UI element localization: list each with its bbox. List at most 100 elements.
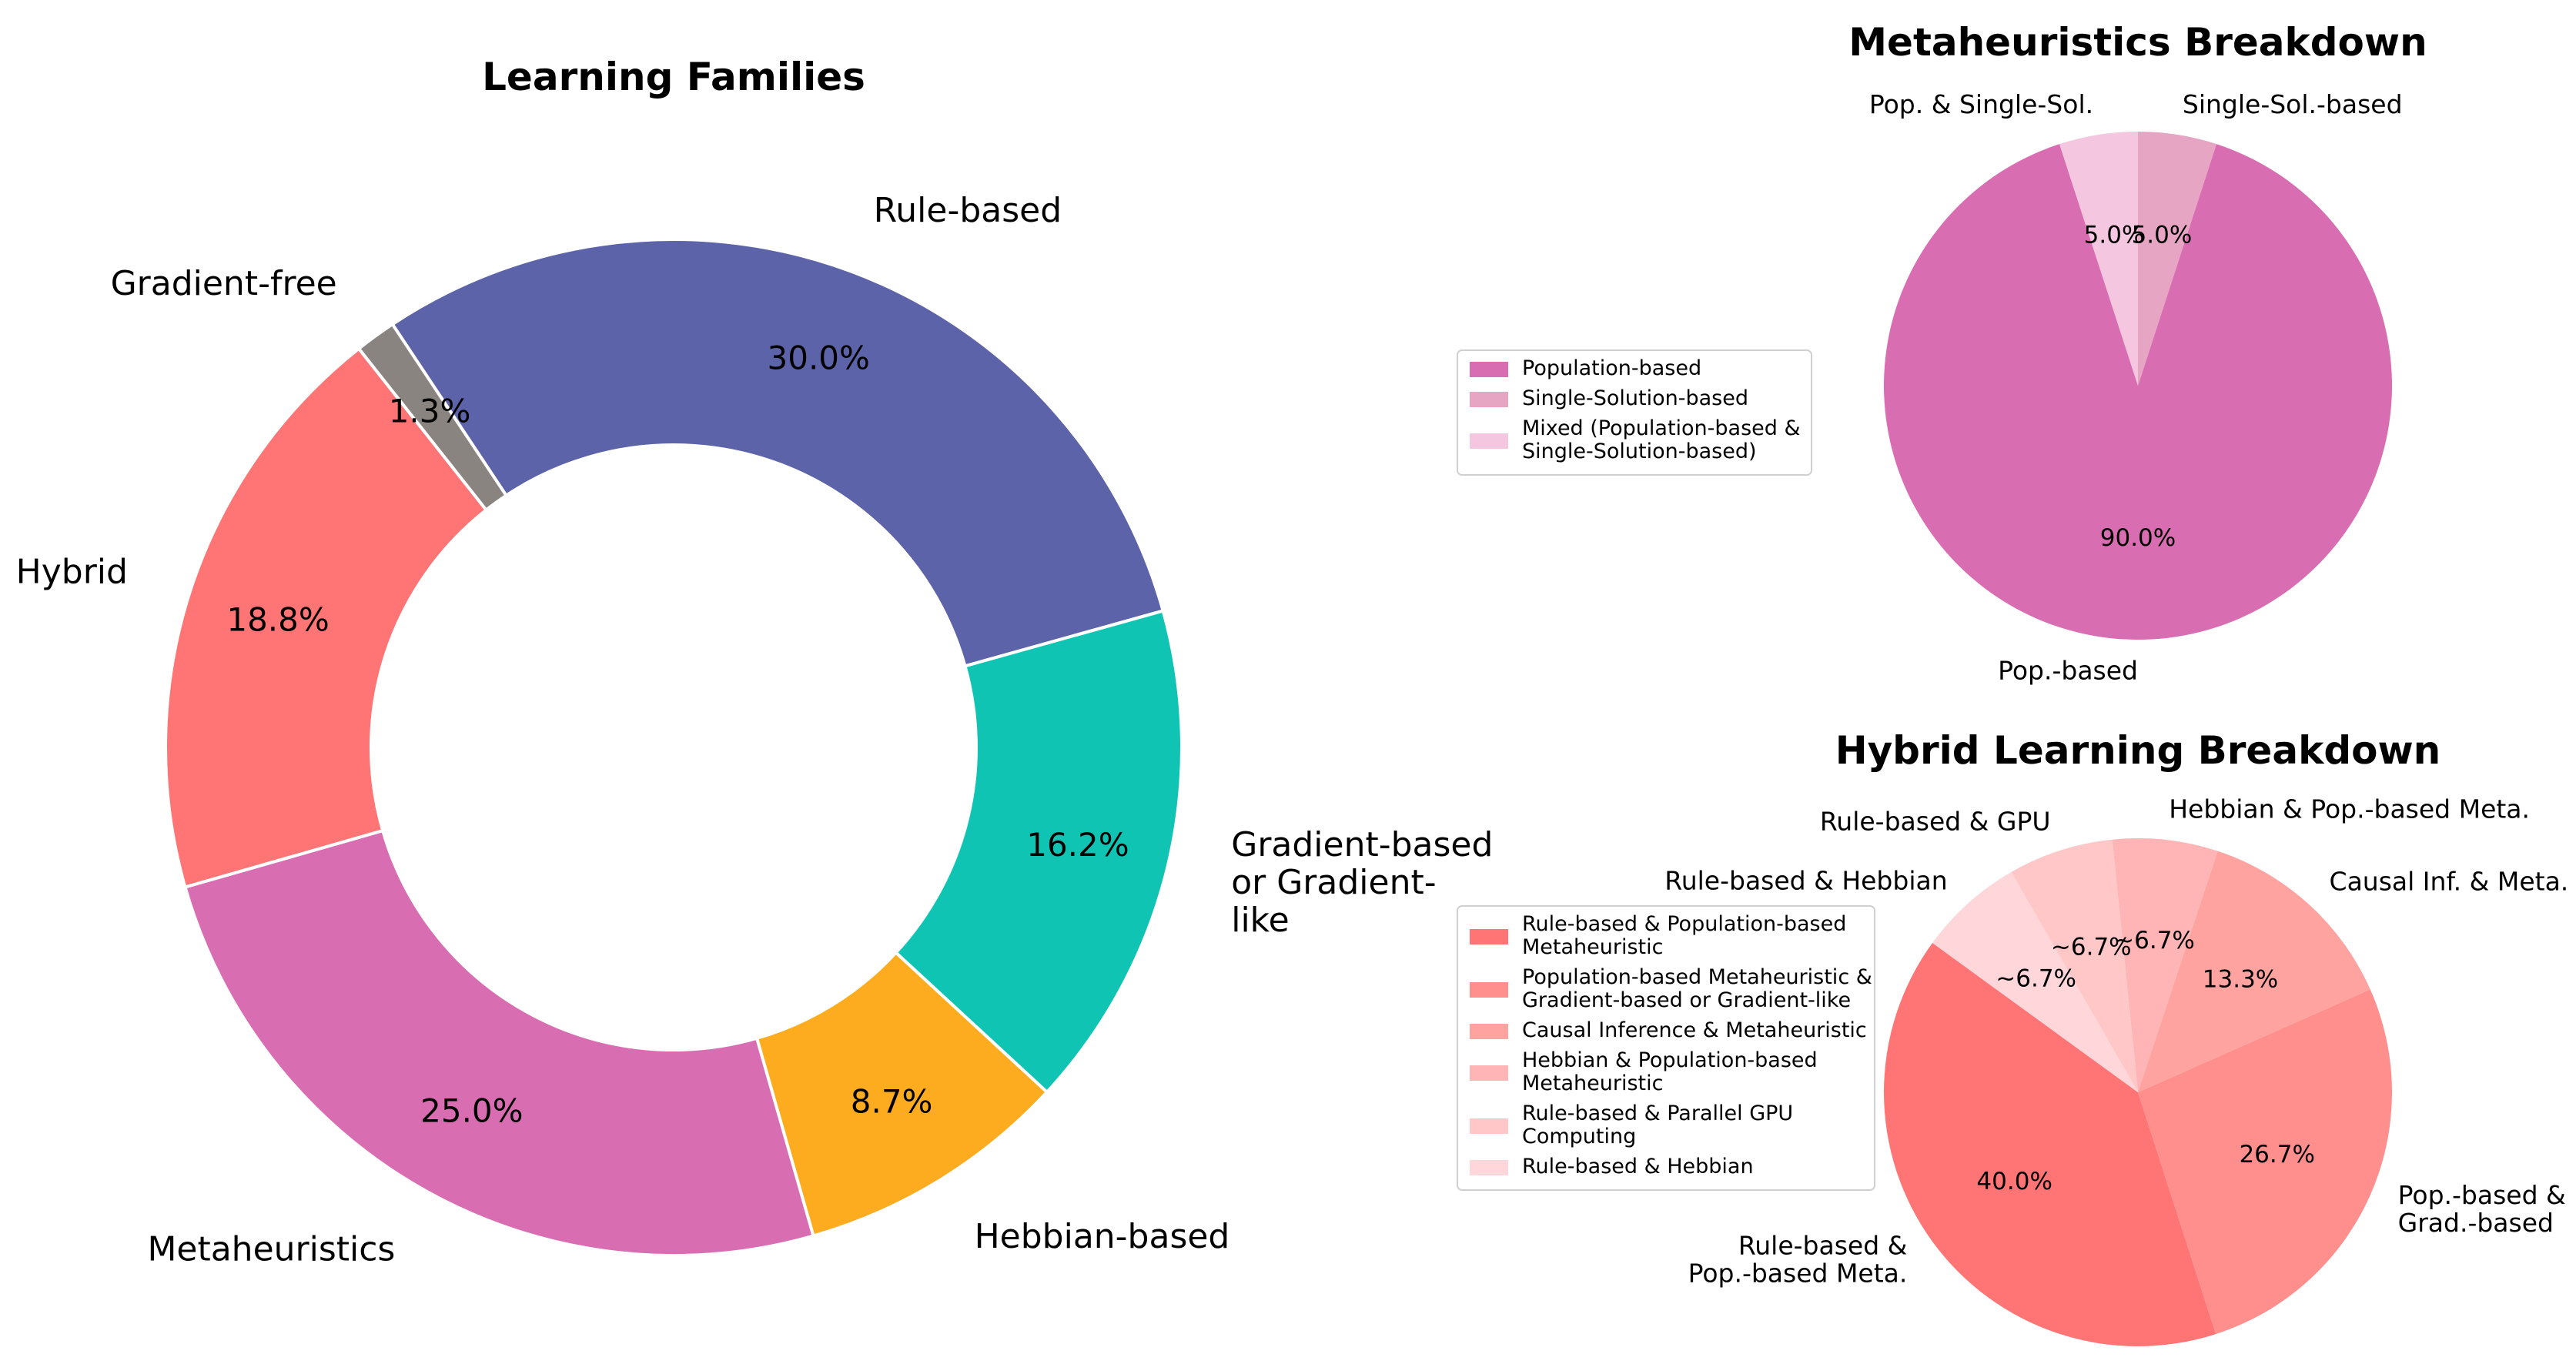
pct-label-hebbian-population-based-metaheuristic: ~6.7%: [2114, 927, 2195, 954]
outer-label-causal-inference-metaheuristic-line: Causal Inf. & Meta.: [2330, 866, 2569, 896]
legend: Rule-based & Population-based Metaheurist…: [1457, 905, 1875, 1191]
legend-entry-population-based-line: Population-based: [1522, 356, 1701, 380]
outer-label-population-based-metaheuristic-gradient-based-or-gradient-like-line: Pop.-based &: [2398, 1180, 2566, 1210]
legend-swatch-single-solution-based: [1470, 392, 1508, 407]
legend-entry-hebbian-population-based-metaheuristic-line: Hebbian & Population-based: [1522, 1048, 1818, 1072]
legend-frame: [1457, 349, 1812, 476]
outer-label-hebbian-population-based-metaheuristic-line: Hebbian & Pop.-based Meta.: [2169, 794, 2530, 824]
outer-label-rule-based-line: Rule-based: [874, 191, 1062, 230]
learning-families-chart: Learning Families 30.0% 16.2% 8.7% 25.0% 18.…: [16, 55, 1494, 1269]
slice-rule-based: [390, 238, 1166, 668]
outer-label-rule-based: Rule-based: [874, 191, 1062, 230]
pct-label-population-based: 90.0%: [2100, 524, 2176, 552]
outer-label-hebbian-population-based-metaheuristic: Hebbian & Pop.-based Meta.: [2169, 794, 2530, 824]
outer-label-rule-based-hebbian: Rule-based & Hebbian: [1664, 865, 1947, 895]
slice-rule-based-parallel-gpu-computing: [2011, 839, 2138, 1092]
slice-gradient-free: [356, 322, 509, 513]
outer-label-hebbian-based-line: Hebbian-based: [975, 1217, 1230, 1256]
pct-label-rule-based-population-based-metaheuristic: 40.0%: [1976, 1168, 2052, 1195]
legend-swatch-mixed-population-based-single-solution-based: [1470, 433, 1508, 449]
legend-entry-rule-based-population-based-metaheuristic: Rule-based & Population-based Metaheurist…: [1522, 912, 1846, 959]
legend-entry-single-solution-based-line: Single-Solution-based: [1522, 386, 1748, 410]
legend-entry-causal-inference-metaheuristic: Causal Inference & Metaheuristic: [1522, 1018, 1867, 1042]
legend-entry-population-based-metaheuristic-gradient-based-or-gradient-like: Population-based Metaheuristic & Gradient…: [1522, 965, 1872, 1012]
outer-label-rule-based-parallel-gpu-computing-line: Rule-based & GPU: [1820, 806, 2051, 836]
legend-entry-rule-based-parallel-gpu-computing-line: Rule-based & Parallel GPU: [1522, 1102, 1793, 1125]
outer-label-hybrid: Hybrid: [16, 553, 128, 592]
outer-label-population-based: Pop.-based: [1998, 656, 2138, 686]
legend-entry-rule-based-parallel-gpu-computing: Rule-based & Parallel GPU Computing: [1522, 1102, 1793, 1148]
legend-swatch-population-based-metaheuristic-gradient-based-or-gradient-like: [1470, 982, 1508, 998]
pct-label-single-solution-based: 5.0%: [2132, 221, 2193, 249]
legend-entry-rule-based-hebbian-line: Rule-based & Hebbian: [1522, 1155, 1754, 1178]
outer-label-gradient-free-line: Gradient-free: [111, 264, 337, 303]
outer-label-rule-based-hebbian-line: Rule-based & Hebbian: [1664, 865, 1947, 895]
outer-label-metaheuristics: Metaheuristics: [147, 1230, 395, 1269]
pct-label-gradient-based-or-gradient-like: 16.2%: [1026, 826, 1129, 864]
legend-swatch-population-based: [1470, 362, 1508, 377]
slice-metaheuristics: [182, 828, 815, 1257]
slice-hybrid: [164, 346, 489, 889]
legend-entry-population-based: Population-based: [1522, 356, 1701, 380]
outer-label-rule-based-parallel-gpu-computing: Rule-based & GPU: [1820, 806, 2051, 836]
legend-frame: [1457, 905, 1875, 1191]
slices: [1883, 837, 2393, 1346]
outer-labels: Rule-based Gradient-based or Gradient-like…: [16, 191, 1494, 1269]
outer-label-population-based-metaheuristic-gradient-based-or-gradient-like: Pop.-based & Grad.-based: [2398, 1180, 2566, 1238]
slice-rule-based-hebbian: [1932, 871, 2138, 1092]
outer-label-hebbian-based: Hebbian-based: [975, 1217, 1230, 1256]
legend-entry-rule-based-population-based-metaheuristic-line: Metaheuristic: [1522, 935, 1663, 959]
legend-entry-rule-based-population-based-metaheuristic-line: Rule-based & Population-based: [1522, 912, 1846, 936]
pct-label-population-based-metaheuristic-gradient-based-or-gradient-like: 26.7%: [2239, 1141, 2314, 1168]
metaheuristics-breakdown-chart: Metaheuristics Breakdown 90.0% 5.0%5.0% P…: [1457, 20, 2427, 686]
pct-label-causal-inference-metaheuristic: 13.3%: [2203, 965, 2278, 993]
legend-entry-single-solution-based: Single-Solution-based: [1522, 386, 1748, 410]
outer-label-hybrid-line: Hybrid: [16, 553, 128, 592]
outer-label-population-based-metaheuristic-gradient-based-or-gradient-like-line: Grad.-based: [2398, 1208, 2554, 1238]
legend-entry-rule-based-hebbian: Rule-based & Hebbian: [1522, 1155, 1754, 1178]
legend-swatch-hebbian-population-based-metaheuristic: [1470, 1065, 1508, 1081]
outer-label-gradient-free: Gradient-free: [111, 264, 337, 303]
slice-rule-based-population-based-metaheuristic: [1883, 943, 2216, 1346]
legend-entry-mixed-population-based-single-solution-based-line: Mixed (Population-based &: [1522, 416, 1801, 440]
slice-gradient-based-or-gradient-like: [893, 609, 1183, 1095]
outer-label-single-solution-based-line: Single-Sol.-based: [2183, 89, 2403, 119]
pct-label-hybrid: 18.8%: [226, 601, 329, 639]
slice-mixed-population-based-single-solution-based: [2059, 132, 2138, 386]
legend: Population-based Single-Solution-based Mix…: [1457, 349, 1812, 476]
pct-label-rule-based-parallel-gpu-computing: ~6.7%: [2051, 934, 2132, 961]
legend-swatch-rule-based-population-based-metaheuristic: [1470, 929, 1508, 944]
legend-swatch-rule-based-parallel-gpu-computing: [1470, 1118, 1508, 1134]
pct-label-rule-based: 30.0%: [768, 339, 870, 376]
slice-population-based: [1883, 144, 2392, 640]
pct-labels: 30.0% 16.2% 8.7% 25.0% 18.8% 1.3%: [226, 339, 1129, 1129]
legend-entry-mixed-population-based-single-solution-based: Mixed (Population-based & Single-Solution…: [1522, 416, 1801, 463]
legend-entry-rule-based-parallel-gpu-computing-line: Computing: [1522, 1125, 1636, 1148]
outer-label-rule-based-population-based-metaheuristic: Rule-based & Pop.-based Meta.: [1688, 1231, 1908, 1289]
slices: [1883, 132, 2392, 640]
slices: [164, 238, 1183, 1257]
chart-title: Metaheuristics Breakdown: [1848, 20, 2427, 65]
legend-swatch-rule-based-hebbian: [1470, 1160, 1508, 1175]
pct-label-gradient-free: 1.3%: [389, 392, 471, 430]
outer-label-gradient-based-or-gradient-like-line: or Gradient-: [1231, 863, 1436, 902]
pct-labels: 90.0% 5.0%5.0%: [2084, 221, 2193, 552]
pct-labels: 40.0%26.7%13.3%~6.7%~6.7%~6.7%: [1976, 927, 2315, 1195]
pct-label-metaheuristics: 25.0%: [420, 1092, 523, 1130]
legend-entry-causal-inference-metaheuristic-line: Causal Inference & Metaheuristic: [1522, 1018, 1867, 1042]
outer-label-mixed-population-based-single-solution-based-line: Pop. & Single-Sol.: [1869, 89, 2093, 119]
outer-labels: Rule-based & Pop.-based Meta. Pop.-based &…: [1664, 794, 2568, 1289]
outer-label-gradient-based-or-gradient-like-line: Gradient-based: [1231, 825, 1493, 864]
chart-title: Hybrid Learning Breakdown: [1835, 728, 2441, 773]
legend-entry-hebbian-population-based-metaheuristic: Hebbian & Population-based Metaheuristic: [1522, 1048, 1818, 1095]
outer-label-metaheuristics-line: Metaheuristics: [147, 1230, 395, 1269]
outer-label-causal-inference-metaheuristic: Causal Inf. & Meta.: [2330, 866, 2569, 896]
outer-label-gradient-based-or-gradient-like: Gradient-based or Gradient-like: [1231, 825, 1493, 940]
pct-label-rule-based-hebbian: ~6.7%: [1996, 965, 2076, 993]
outer-label-rule-based-population-based-metaheuristic-line: Pop.-based Meta.: [1688, 1259, 1908, 1289]
chart-title: Learning Families: [482, 55, 865, 99]
outer-label-rule-based-population-based-metaheuristic-line: Rule-based &: [1738, 1231, 1908, 1261]
outer-labels: Pop.-based Single-Sol.-based Pop. & Single…: [1869, 89, 2403, 685]
